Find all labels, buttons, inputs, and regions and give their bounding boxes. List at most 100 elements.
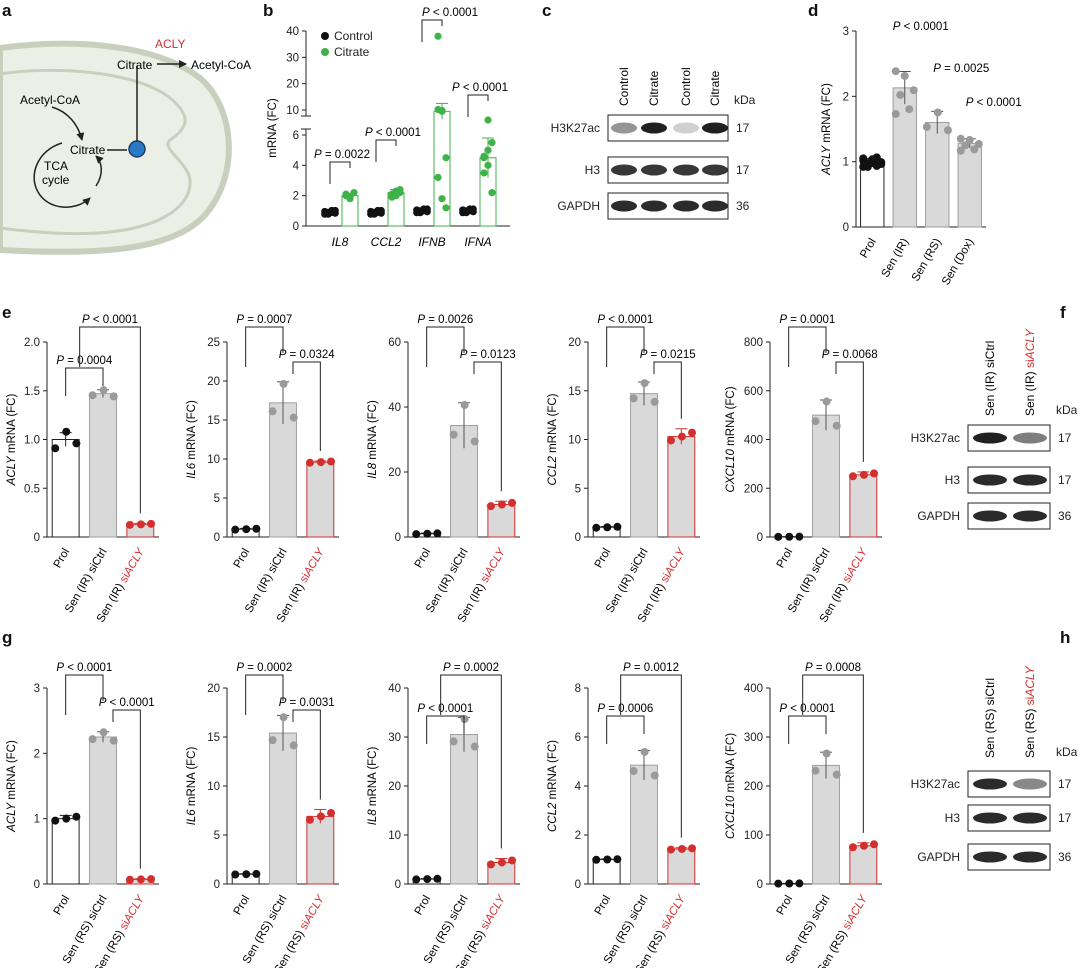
data-point [774,879,783,888]
y-axis-unit: mRNA (FC) [186,400,198,463]
y-tick-label: 300 [744,732,763,744]
data-point [933,108,942,117]
y-tick-label: 0 [293,221,299,233]
y-tick-label: 15 [207,732,220,744]
western-blot-band [702,164,728,176]
y-axis-unit: mRNA (FC) [547,393,559,456]
data-point [613,855,622,864]
bar [812,764,840,885]
y-tick-label: 20 [568,337,581,349]
panel-label-e: e [2,303,11,322]
significance-bracket [606,715,645,744]
p-value-label: P = 0.0068 [822,349,878,361]
kda-value: 17 [736,163,750,177]
western-blot-band [641,122,667,134]
gene-name: IL8 [367,809,379,826]
lane-acly: ACLY [1023,665,1037,697]
significance-bracket [653,361,682,419]
y-tick-label: 25 [207,337,220,349]
western-blot-band [673,122,699,134]
western-blot-band [973,812,1007,824]
x-tick-label: IL8 [332,235,349,249]
data-point [629,394,638,403]
western-blot-band [973,778,1007,790]
significance-bracket [606,326,645,367]
p-value: < 0.0001 [430,7,478,19]
kda-value: 36 [1058,850,1072,864]
data-point [423,529,432,538]
p-value: = 0.0031 [286,697,334,709]
y-axis-label: CXCL10 mRNA (FC) [725,733,737,839]
data-point [859,841,868,850]
data-point [508,856,517,865]
legend-label-control: Control [334,29,373,43]
data-point [433,874,442,883]
y-tick-label: 0.5 [24,483,40,495]
x-tick-acly: ACLY [302,892,328,925]
bar [306,461,335,538]
x-tick-acly: ACLY [845,545,871,578]
y-tick-label: 10 [568,435,581,447]
y-tick-label: 40 [388,683,401,695]
western-blot-band [641,164,667,176]
x-tick-label: IFNB [418,235,445,249]
data-point [316,812,325,821]
p-value-label: P < 0.0001 [779,703,835,715]
p-value: = 0.0025 [941,63,989,75]
subchart-g5: 0 100 200 300 400 CXCL10 mRNA (FC) Prol Sen (RS… [725,662,882,968]
panel-label-g: g [2,628,12,647]
data-point [832,770,841,779]
data-point [603,523,612,532]
data-point [870,840,879,849]
data-point [956,134,965,143]
data-point [688,428,697,437]
data-point [872,155,881,164]
data-point [974,140,983,149]
citrate-mid-label: Citrate [70,143,106,157]
data-point [640,747,649,756]
p-value-label: P = 0.0004 [56,355,113,367]
kda-value: 17 [1058,811,1072,825]
gene-name: ACLY [821,144,833,175]
y-tick-label: 20 [388,467,401,479]
gene-name: IL8 [367,462,379,479]
acly-label: ACLY [155,37,185,51]
data-point [811,417,820,426]
p-value-label: P = 0.0002 [236,662,292,674]
kda-label: kDa [734,93,756,107]
bar [925,121,950,228]
data-point [289,413,298,422]
acly-node-icon [128,140,146,158]
data-point [640,379,649,388]
significance-bracket [421,19,443,42]
significance-bracket [620,674,682,838]
data-point [486,502,495,511]
gene-name: CXCL10 [725,795,737,839]
y-axis-unit: mRNA (FC) [821,83,833,146]
y-tick-label: 8 [575,683,581,695]
data-point [497,858,506,867]
p-symbol: P [805,662,813,674]
data-point [279,713,288,722]
bar [630,764,658,885]
y-axis-label: IL6 mRNA (FC) [186,747,198,826]
bar [630,393,658,538]
data-point-citrate [434,173,442,182]
p-symbol: P [82,314,90,326]
data-point [316,458,325,467]
kda-label: kDa [1056,403,1078,417]
data-point [905,105,914,114]
p-value: = 0.0002 [244,662,292,674]
significance-bracket [112,709,141,869]
x-tick-label: Prol [858,237,879,261]
p-symbol: P [236,662,244,674]
data-point [449,737,458,746]
p-value: = 0.0001 [787,314,835,326]
panel-d-chart: 0 1 2 3 ACLY mRNA (FC) Prol Sen (IR)Sen (RS)Se… [821,21,1022,287]
bar [89,393,117,538]
western-blot-band [611,164,637,176]
data-point [51,444,60,453]
